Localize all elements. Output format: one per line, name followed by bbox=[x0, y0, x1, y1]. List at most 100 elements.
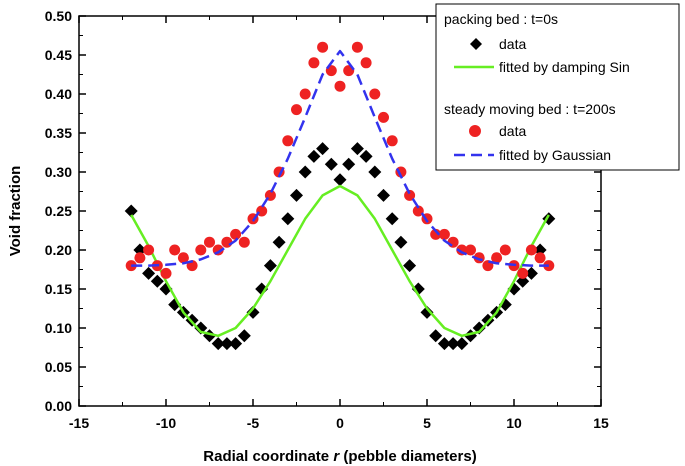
y-tick-label: 0.35 bbox=[45, 125, 72, 141]
x-tick-label: -10 bbox=[156, 415, 176, 431]
packing-data-point bbox=[533, 243, 547, 257]
packing-data-point bbox=[124, 204, 138, 218]
legend-box bbox=[435, 3, 680, 171]
packing-data-point bbox=[350, 142, 364, 156]
ticks-layer: -15 -10 -5 0 5 10 15 0.00 0.05 0.10 0.15 0.20 0.25 0.… bbox=[45, 8, 609, 431]
y-tick-label: 0.25 bbox=[45, 203, 72, 219]
y-tick-label: 0.30 bbox=[45, 164, 72, 180]
moving-data-point bbox=[447, 236, 459, 248]
packing-data-point bbox=[133, 243, 147, 257]
moving-data-point bbox=[230, 228, 242, 240]
x-tick-label: -15 bbox=[69, 415, 89, 431]
packing-data-point bbox=[316, 142, 330, 156]
moving-data-point bbox=[291, 104, 302, 116]
packing-data-point bbox=[429, 329, 443, 343]
x-tick-label: 10 bbox=[506, 415, 522, 431]
moving-data-point bbox=[282, 135, 294, 147]
moving-data-point bbox=[204, 236, 215, 248]
packing-data-point bbox=[263, 259, 277, 273]
legend-group2-data-label: data bbox=[499, 123, 526, 139]
packing-data-point bbox=[437, 337, 451, 351]
y-tick-label: 0.20 bbox=[45, 242, 72, 258]
packing-data-point bbox=[255, 282, 269, 296]
packing-data-point bbox=[281, 212, 295, 226]
packing-data-point bbox=[368, 165, 382, 179]
moving-data-point bbox=[177, 252, 189, 264]
moving-data-point bbox=[499, 244, 511, 256]
packing-data-point bbox=[472, 321, 486, 335]
legend: packing bed : t=0s data fitted by dampin… bbox=[435, 3, 680, 171]
packing-data-point bbox=[142, 266, 156, 280]
packing-data-point bbox=[420, 305, 434, 319]
moving-data-point bbox=[378, 111, 389, 123]
packing-data-point bbox=[516, 274, 530, 288]
moving-data-point bbox=[134, 252, 146, 264]
y-tick-label: 0.05 bbox=[45, 359, 72, 375]
x-tick-label: 15 bbox=[593, 415, 609, 431]
y-tick-label: 0.10 bbox=[45, 320, 72, 336]
damping-sin-fit-line bbox=[130, 184, 550, 338]
x-tick-label: 0 bbox=[336, 415, 344, 431]
y-tick-label: 0.50 bbox=[45, 8, 72, 24]
moving-data-point bbox=[369, 88, 381, 100]
packing-data-point bbox=[342, 157, 356, 171]
packing-data-point bbox=[290, 188, 303, 202]
moving-data-point bbox=[299, 88, 311, 100]
moving-data-point bbox=[351, 41, 363, 53]
packing-data-point bbox=[194, 321, 208, 335]
packing-data-point bbox=[150, 274, 164, 288]
packing-data-point bbox=[394, 235, 408, 249]
legend-group2-fit-label: fitted by Gaussian bbox=[499, 147, 611, 163]
moving-data-point bbox=[386, 135, 398, 147]
legend-group2-title: steady moving bed : t=200s bbox=[444, 101, 616, 117]
moving-data-point bbox=[169, 244, 181, 256]
moving-data-point bbox=[160, 267, 172, 279]
gaussian-fit-line bbox=[131, 49, 549, 267]
packing-data-point bbox=[333, 173, 347, 187]
moving-data-point bbox=[404, 189, 416, 201]
moving-data-point bbox=[334, 80, 346, 92]
moving-data-point bbox=[438, 228, 450, 240]
packing-data-point bbox=[446, 337, 460, 351]
packing-data-point bbox=[220, 337, 234, 351]
x-tick-label: 5 bbox=[423, 415, 431, 431]
legend-group1-fit-label: fitted by damping Sin bbox=[499, 59, 630, 75]
moving-data-point bbox=[221, 236, 233, 248]
y-axis-title: Void fraction bbox=[7, 166, 24, 257]
packing-data-point bbox=[272, 235, 286, 249]
packing-data-point bbox=[455, 337, 469, 351]
legend-group1-data-label: data bbox=[499, 36, 526, 52]
packing-data-point bbox=[307, 149, 321, 163]
moving-data-point bbox=[317, 41, 329, 53]
moving-data-point bbox=[238, 236, 250, 248]
packing-data-point bbox=[359, 149, 373, 163]
y-tick-label: 0.00 bbox=[45, 398, 72, 414]
legend-diamond-marker bbox=[470, 38, 482, 50]
packing-data-point bbox=[385, 212, 399, 226]
moving-data-point bbox=[525, 244, 537, 256]
moving-data-point bbox=[534, 252, 546, 264]
y-tick-label: 0.40 bbox=[45, 86, 72, 102]
packing-data-point bbox=[324, 157, 338, 171]
y-tick-label: 0.15 bbox=[45, 281, 72, 297]
moving-data-point bbox=[308, 57, 320, 69]
packing-data-point bbox=[411, 282, 425, 296]
moving-data-point bbox=[465, 244, 476, 256]
data-layer bbox=[124, 41, 556, 351]
moving-data-point bbox=[143, 244, 155, 256]
x-axis-title: Radial coordinate r (pebble diameters) bbox=[203, 448, 476, 465]
packing-data-point bbox=[298, 165, 312, 179]
moving-data-point bbox=[360, 57, 372, 69]
packing-data-point bbox=[246, 305, 260, 319]
legend-circle-marker bbox=[469, 125, 481, 137]
x-tick-label: -5 bbox=[247, 415, 260, 431]
packing-data-point bbox=[524, 266, 538, 280]
y-tick-label: 0.45 bbox=[45, 47, 72, 63]
packing-data-point bbox=[229, 337, 243, 351]
packing-data-point bbox=[211, 337, 225, 351]
packing-data-point bbox=[403, 259, 417, 273]
moving-data-point bbox=[195, 244, 207, 256]
moving-data-point bbox=[430, 228, 442, 240]
